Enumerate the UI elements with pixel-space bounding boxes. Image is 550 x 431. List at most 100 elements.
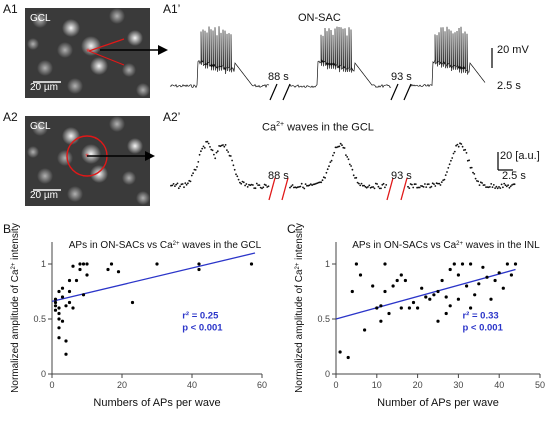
data-point xyxy=(375,306,379,310)
data-point xyxy=(346,355,350,360)
trace-a2-prime-title-post: waves in the GCL xyxy=(284,121,374,134)
data-point xyxy=(493,278,497,283)
calcium-trace-point-2 xyxy=(347,158,350,161)
calcium-trace-point-2 xyxy=(345,154,347,156)
data-point xyxy=(473,293,477,297)
y-axis-label: Normalized amplitude of Ca2+ intensity xyxy=(10,223,21,393)
calcium-trace-point-1 xyxy=(246,186,249,188)
x-tick-label: 20 xyxy=(117,380,127,390)
data-point xyxy=(109,262,114,266)
calcium-trace-point-1 xyxy=(189,180,192,183)
x-tick-label: 30 xyxy=(453,380,463,390)
calcium-trace-point-3 xyxy=(491,186,494,188)
calcium-trace-point-3 xyxy=(422,186,425,188)
calcium-trace-point-2 xyxy=(348,163,351,166)
trace-a2-prime-scale-v: 20 [a.u.] xyxy=(500,150,540,162)
calcium-trace-point-2 xyxy=(330,159,333,162)
calcium-trace-point-1 xyxy=(198,153,201,156)
trace-a1-prime-gap2: 93 s xyxy=(391,71,412,83)
calcium-trace-point-3 xyxy=(489,186,491,188)
calcium-trace-point-1 xyxy=(196,166,198,168)
data-point xyxy=(477,282,481,286)
calcium-trace-point-2 xyxy=(289,186,291,189)
x-tick-label: 40 xyxy=(187,380,197,390)
calcium-trace-point-3 xyxy=(448,163,451,166)
data-point xyxy=(379,304,383,308)
calcium-trace-point-3 xyxy=(509,185,512,188)
calcium-trace-point-1 xyxy=(227,151,230,153)
panel-label-c: C xyxy=(287,222,296,236)
data-point xyxy=(53,304,58,308)
calcium-trace-point-1 xyxy=(174,185,176,187)
micrograph-a2-image: * xyxy=(25,116,150,206)
calcium-trace-point-1 xyxy=(242,181,245,184)
calcium-trace-point-2 xyxy=(356,181,359,184)
trace-a1-prime-gap1: 88 s xyxy=(268,71,289,83)
y-tick-label: 1 xyxy=(41,259,46,269)
calcium-trace-point-1 xyxy=(194,169,197,171)
calcium-trace-point-2 xyxy=(361,184,364,187)
calcium-trace-point-1 xyxy=(224,144,227,146)
calcium-trace-point-1 xyxy=(232,164,235,167)
calcium-trace-point-3 xyxy=(468,159,470,162)
calcium-trace-point-2 xyxy=(309,183,312,185)
calcium-trace-point-1 xyxy=(265,184,267,187)
data-point xyxy=(509,273,513,277)
calcium-trace-point-3 xyxy=(481,182,483,184)
calcium-trace-point-2 xyxy=(343,147,346,149)
calcium-trace-point-2 xyxy=(364,185,367,188)
data-point xyxy=(411,300,416,305)
calcium-trace-point-2 xyxy=(351,168,354,171)
data-point xyxy=(338,350,342,354)
calcium-trace-point-2 xyxy=(308,184,311,187)
calcium-trace-point-1 xyxy=(215,151,218,154)
micrograph-a1-image: * xyxy=(25,8,150,98)
data-point xyxy=(57,311,61,316)
calcium-trace-point-1 xyxy=(233,168,236,171)
calcium-trace-point-1 xyxy=(209,146,211,148)
calcium-trace-point-2 xyxy=(381,183,384,186)
calcium-trace-point-3 xyxy=(474,177,477,180)
micrograph-a2: * GCL 20 µm xyxy=(25,116,150,206)
data-point xyxy=(387,311,391,316)
calcium-trace-point-3 xyxy=(477,180,480,183)
calcium-trace-point-2 xyxy=(328,165,330,168)
micrograph-a1: * GCL 20 µm xyxy=(25,8,150,98)
data-point xyxy=(57,336,61,340)
calcium-trace-point-1 xyxy=(261,187,263,190)
calcium-trace-point-3 xyxy=(408,187,411,189)
data-point xyxy=(106,267,110,272)
calcium-trace-point-3 xyxy=(496,187,499,190)
y-tick-label: 0.5 xyxy=(33,314,46,324)
calcium-trace-point-3 xyxy=(513,183,516,186)
data-point xyxy=(432,293,436,297)
trace-a2-prime-title: Ca2+ waves in the GCL xyxy=(262,121,374,134)
data-point xyxy=(403,278,407,283)
scatter-chart-c: 0 10 20 30 40 50 0 0.5 1 APs in ON-SACs vs Ca2+ w… xyxy=(294,223,545,409)
data-point xyxy=(71,306,75,310)
calcium-trace-point-1 xyxy=(187,182,189,185)
calcium-trace-point-1 xyxy=(237,178,240,181)
trace-a2-prime-scale-t: 2.5 s xyxy=(502,170,526,182)
panel-label-a2-prime: A2’ xyxy=(163,110,181,124)
y-tick-label: 0.5 xyxy=(317,314,330,324)
calcium-trace-point-2 xyxy=(384,186,386,189)
data-point xyxy=(485,275,489,279)
data-point xyxy=(399,306,403,310)
calcium-trace-point-2 xyxy=(382,182,385,185)
data-point xyxy=(379,319,383,323)
x-axis-label: Numbers of APs per wave xyxy=(93,397,220,409)
scatter-chart-b: 0 20 40 60 0 0.5 1 APs in ON-SACs vs Ca2+ waves… xyxy=(10,223,267,409)
trace-a2-prime-title-sup: 2+ xyxy=(276,121,285,128)
calcium-trace-point-2 xyxy=(290,185,293,188)
calcium-trace-point-1 xyxy=(202,145,205,148)
data-point xyxy=(452,262,456,266)
data-point xyxy=(448,304,452,308)
data-point xyxy=(383,262,387,266)
calcium-trace-point-2 xyxy=(359,184,362,187)
data-point xyxy=(469,262,473,266)
calcium-trace-point-3 xyxy=(424,183,426,185)
data-point xyxy=(64,304,68,308)
data-point xyxy=(67,289,72,294)
calcium-trace-point-1 xyxy=(259,186,262,189)
